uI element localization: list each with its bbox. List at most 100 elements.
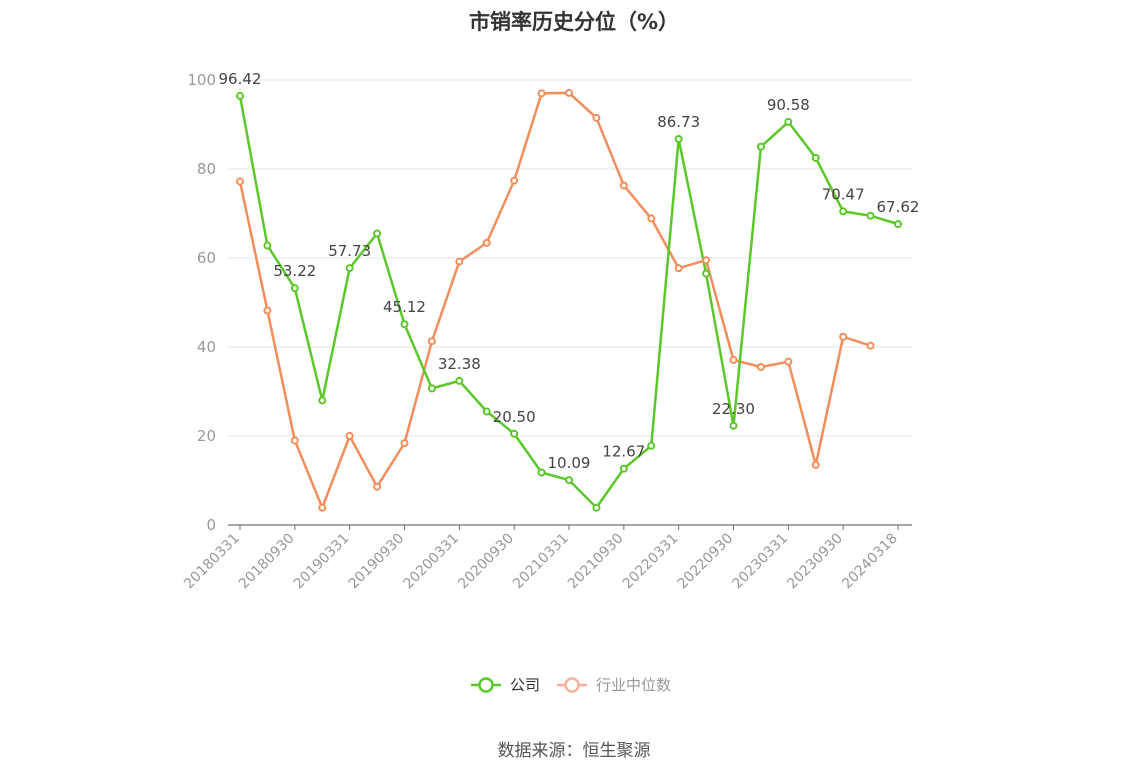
x-tick-label: 20180930 bbox=[236, 531, 298, 593]
y-tick-label: 60 bbox=[197, 249, 216, 267]
data-point bbox=[839, 332, 848, 341]
data-label: 90.58 bbox=[767, 96, 810, 114]
data-point bbox=[236, 177, 244, 186]
data-point bbox=[455, 376, 464, 385]
data-point bbox=[290, 436, 299, 445]
x-tick-label: 20240318 bbox=[839, 531, 901, 593]
series-line bbox=[238, 91, 871, 509]
data-point bbox=[729, 355, 738, 364]
data-labels: 96.42 53.22 57.73 45.12 32.38 20.50 10.09 12.67… bbox=[219, 70, 920, 472]
data-point bbox=[674, 264, 683, 273]
data-point bbox=[811, 153, 820, 162]
x-axis: 2018033120180930201903312019093020200331… bbox=[181, 524, 912, 593]
data-point bbox=[894, 220, 902, 229]
x-tick-label: 20190331 bbox=[291, 531, 353, 593]
series-points bbox=[236, 88, 902, 512]
y-tick-label: 20 bbox=[197, 427, 216, 445]
data-point bbox=[592, 113, 601, 122]
legend-swatch-marker bbox=[564, 677, 580, 693]
data-point bbox=[373, 229, 382, 238]
legend-item[interactable]: 行业中位数 bbox=[557, 676, 671, 694]
legend-label: 公司 bbox=[510, 676, 540, 694]
y-tick-label: 0 bbox=[206, 516, 216, 534]
data-point bbox=[674, 135, 683, 144]
data-point bbox=[482, 238, 491, 247]
y-axis: 0 20 40 60 80 100 bbox=[187, 71, 216, 534]
legend[interactable]: 公司 行业中位数 bbox=[471, 676, 671, 694]
data-point bbox=[839, 207, 848, 216]
x-tick-label: 20210331 bbox=[510, 531, 572, 593]
data-point bbox=[345, 432, 354, 440]
data-source: 数据来源：恒生聚源 bbox=[497, 741, 651, 761]
data-label: 86.73 bbox=[657, 113, 700, 131]
data-point bbox=[263, 306, 272, 315]
legend-swatch-marker bbox=[478, 677, 494, 693]
data-point bbox=[811, 460, 820, 469]
x-tick-label: 20230331 bbox=[729, 531, 791, 593]
data-point bbox=[784, 117, 793, 126]
data-point bbox=[427, 337, 436, 346]
data-point bbox=[729, 421, 738, 430]
data-label: 53.22 bbox=[273, 262, 316, 280]
data-point bbox=[537, 468, 546, 477]
data-label: 22.30 bbox=[712, 400, 755, 418]
data-point bbox=[236, 91, 244, 100]
data-label: 96.42 bbox=[219, 70, 262, 88]
data-point bbox=[565, 88, 573, 97]
data-point bbox=[510, 176, 519, 185]
data-point bbox=[455, 257, 464, 266]
data-label: 57.73 bbox=[328, 242, 371, 260]
data-point bbox=[647, 441, 656, 450]
series-lines bbox=[238, 91, 899, 509]
data-point bbox=[866, 341, 875, 350]
x-tick-label: 20180331 bbox=[181, 531, 243, 593]
data-point bbox=[318, 396, 327, 405]
y-tick-label: 80 bbox=[197, 160, 216, 178]
data-label: 32.38 bbox=[438, 355, 481, 373]
y-tick-label: 40 bbox=[197, 338, 216, 356]
data-point bbox=[537, 89, 546, 98]
series-line bbox=[238, 95, 899, 509]
data-point bbox=[784, 357, 793, 366]
chart-title: 市销率历史分位（%） bbox=[468, 10, 680, 34]
y-tick-label: 100 bbox=[187, 71, 216, 89]
x-tick-label: 20190930 bbox=[346, 531, 408, 593]
x-tick-label: 20200930 bbox=[455, 531, 517, 593]
data-point bbox=[619, 464, 628, 473]
data-point bbox=[619, 181, 628, 190]
data-label: 45.12 bbox=[383, 298, 426, 316]
legend-label: 行业中位数 bbox=[596, 676, 671, 694]
data-point bbox=[565, 476, 573, 485]
data-point bbox=[290, 284, 299, 293]
data-point bbox=[373, 482, 382, 491]
x-tick-label: 20220930 bbox=[675, 531, 737, 593]
data-point bbox=[263, 241, 272, 250]
x-tick-label: 20200331 bbox=[400, 531, 462, 593]
data-point bbox=[400, 439, 409, 448]
data-label: 20.50 bbox=[493, 408, 536, 426]
data-label: 67.62 bbox=[877, 198, 920, 216]
data-label: 10.09 bbox=[548, 454, 591, 472]
data-point bbox=[318, 503, 327, 512]
x-tick-label: 20220331 bbox=[620, 531, 682, 593]
data-point bbox=[647, 214, 656, 223]
data-point bbox=[866, 211, 875, 220]
data-point bbox=[592, 503, 601, 512]
legend-item[interactable]: 公司 bbox=[471, 676, 540, 694]
data-point bbox=[482, 407, 491, 416]
data-label: 70.47 bbox=[822, 185, 865, 203]
data-point bbox=[345, 264, 354, 273]
data-point bbox=[427, 384, 436, 393]
data-label: 12.67 bbox=[602, 443, 645, 461]
x-tick-label: 20210930 bbox=[565, 531, 627, 593]
grid bbox=[228, 79, 912, 437]
data-point bbox=[400, 320, 409, 329]
data-point bbox=[510, 429, 519, 438]
data-point bbox=[756, 363, 765, 372]
data-point bbox=[702, 256, 711, 265]
data-point bbox=[756, 142, 765, 151]
x-tick-label: 20230930 bbox=[784, 531, 846, 593]
data-point bbox=[702, 269, 711, 278]
